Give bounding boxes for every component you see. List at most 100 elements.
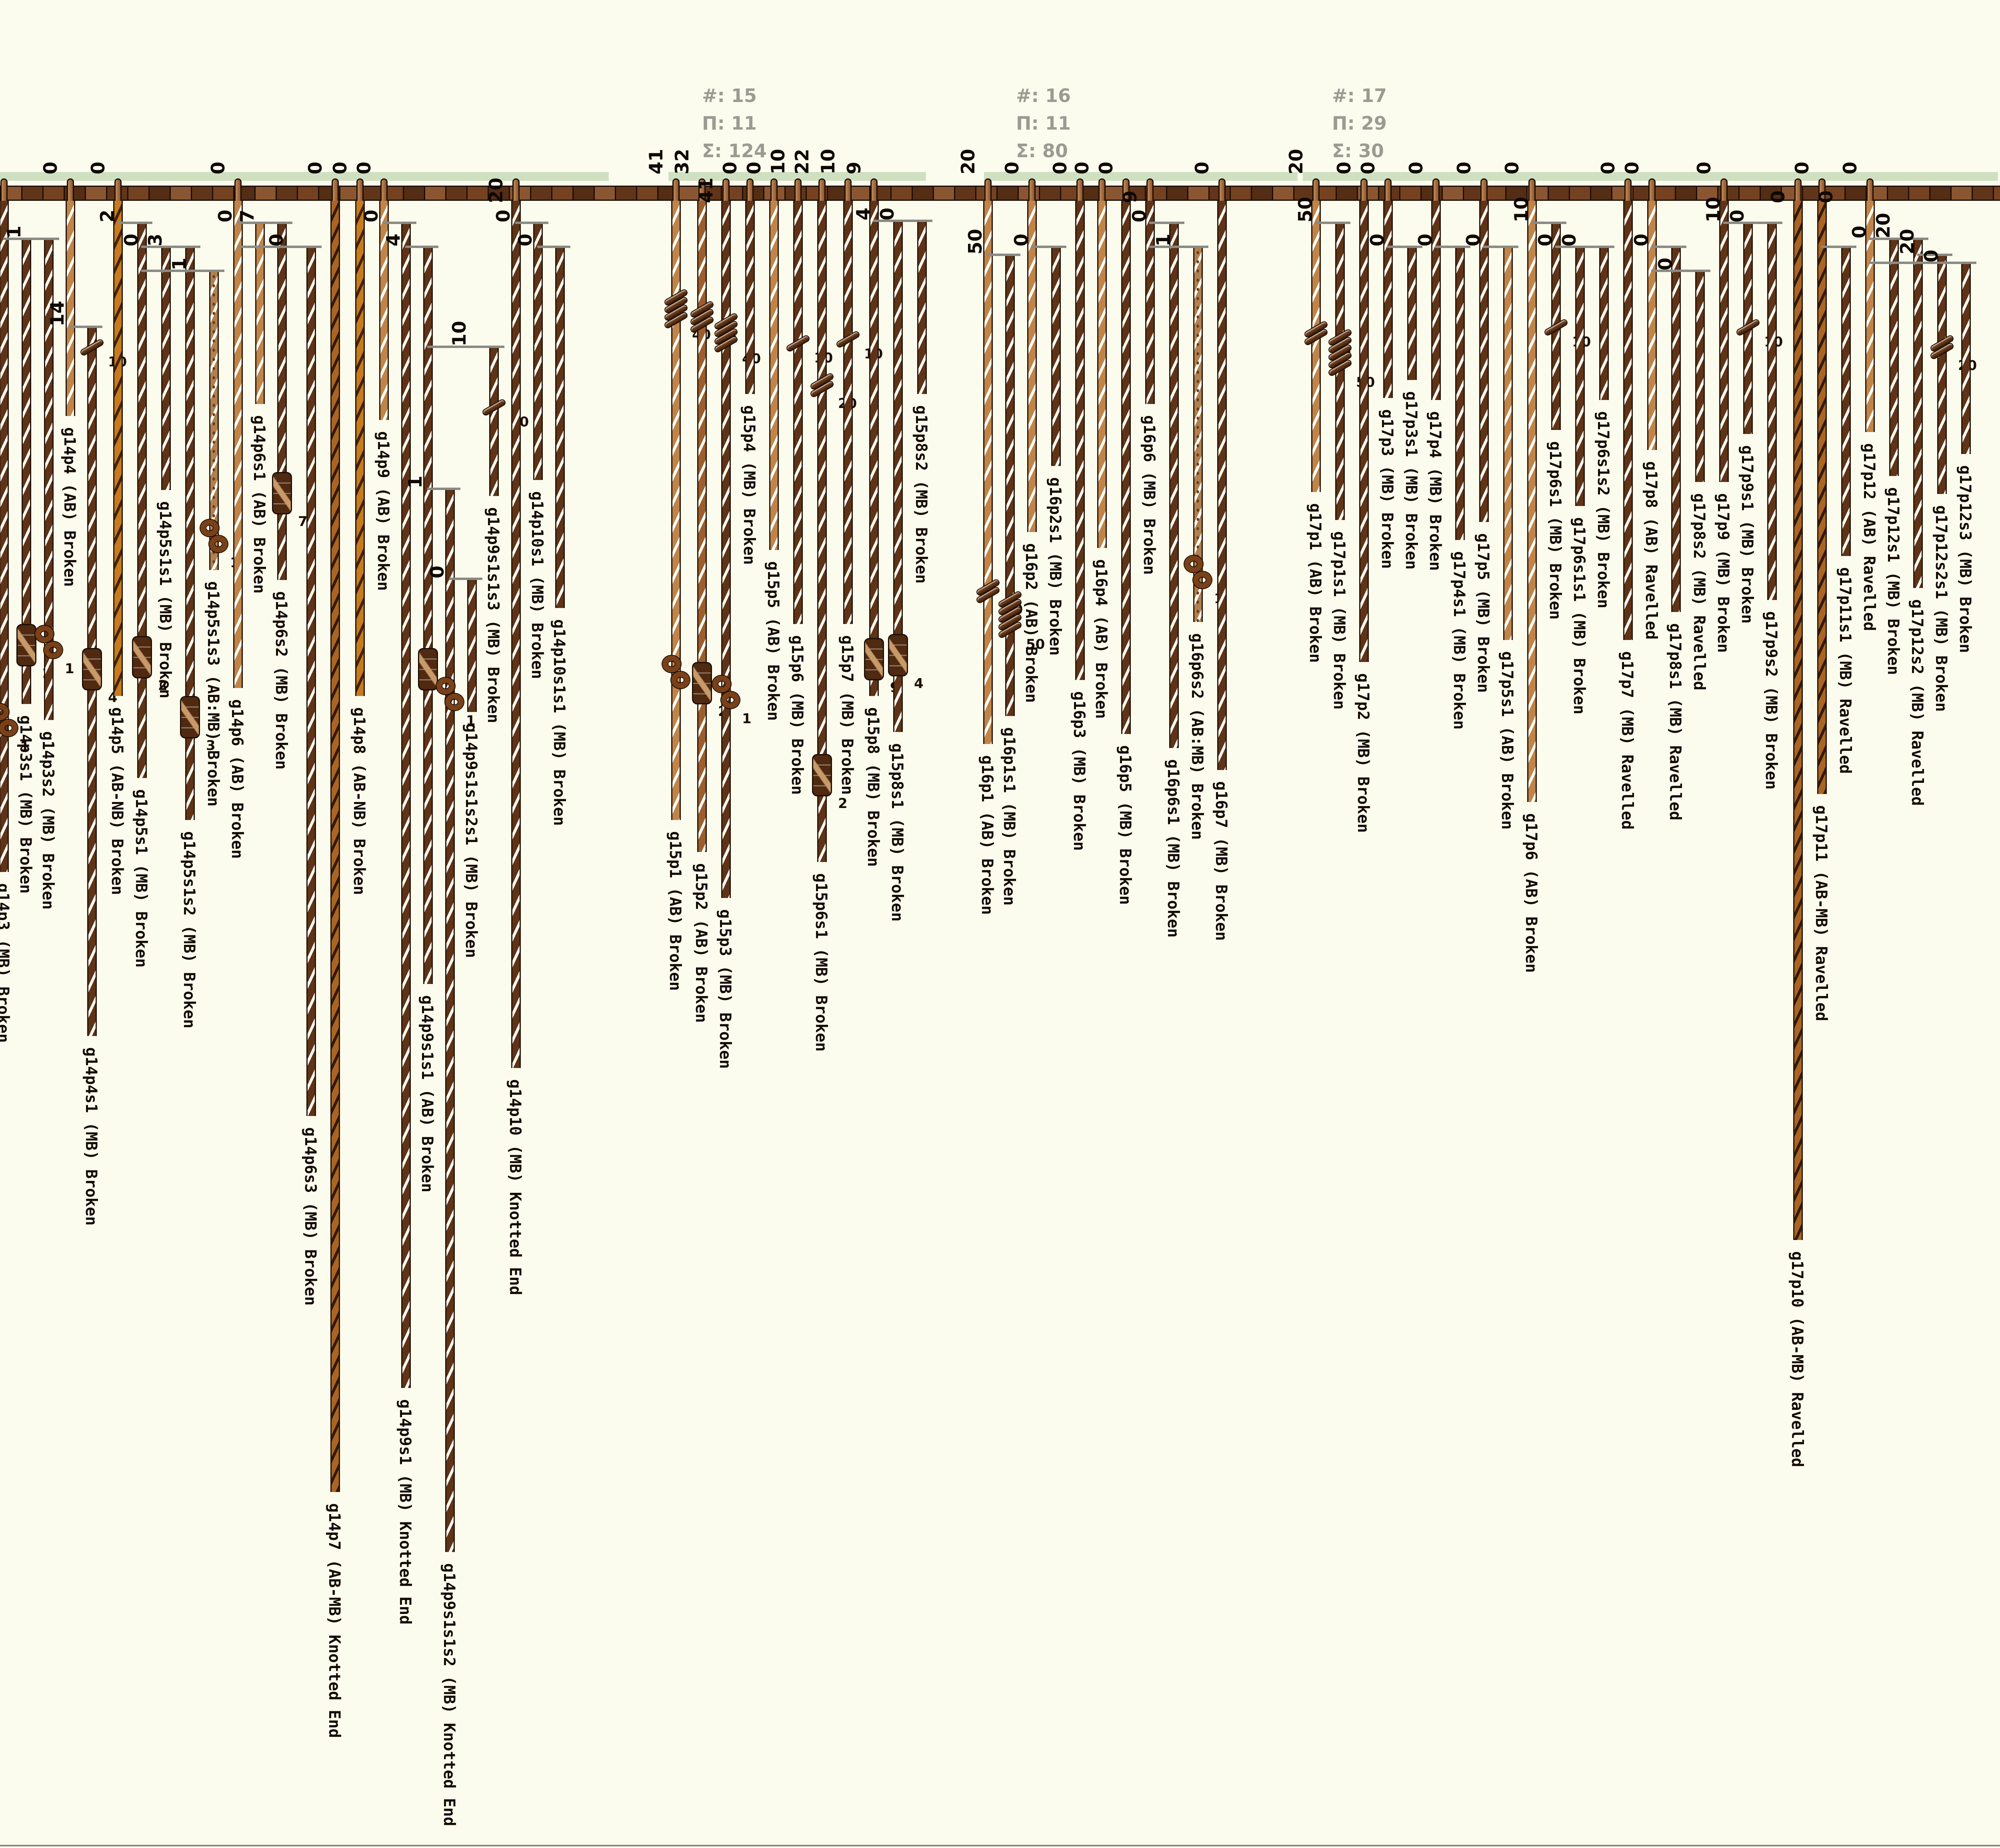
- cord-name-label: g17p8 (AB) Ravelled: [1642, 461, 1660, 640]
- cord-name-label: g14p9s1s1s3 (MB) Broken: [484, 507, 502, 724]
- group-annotation-pendants: Π: 29: [1332, 112, 1387, 134]
- subsidiary-attach-line: [1531, 222, 1566, 224]
- knot-value-label: 1: [20, 739, 30, 755]
- pendant-cord: [233, 201, 243, 688]
- cord-name-label: g14p10 (MB) Knotted End: [506, 1079, 524, 1296]
- pendant-cord: [445, 490, 455, 1552]
- cord-name-label: g14p9 (AB) Broken: [374, 431, 392, 591]
- figure-eight-knot: [1184, 554, 1212, 592]
- pendant-value-label: 0: [426, 565, 448, 578]
- cord-name-label: g17p2 (MB) Broken: [1354, 673, 1372, 833]
- canvas-bottom-border: [0, 1845, 2000, 1846]
- pendant-cord: [1961, 264, 1971, 454]
- pendant-cord: [355, 201, 365, 696]
- subsidiary-attach-line: [117, 222, 152, 224]
- pendant-cord: [1479, 201, 1489, 522]
- cord-name-label: g15p8 (MB) Broken: [864, 707, 882, 867]
- pendant-value-label: 0: [360, 209, 382, 222]
- cord-name-label: g14p10s1s1 (MB) Broken: [550, 619, 568, 826]
- pendant-value-label: 0: [1405, 161, 1427, 174]
- pendant-value-label: 32: [671, 148, 693, 174]
- pendant-value-label: 0: [214, 209, 236, 222]
- pendant-value-label: 2: [96, 209, 118, 222]
- pendant-cord: [1407, 248, 1417, 380]
- pendant-cord: [1841, 248, 1851, 556]
- cord-name-label: g14p5s1 (MB) Broken: [132, 789, 150, 968]
- pendant-cord: [697, 201, 707, 852]
- subsidiary-attach-line: [1917, 254, 1952, 256]
- subsidiary-attach-line: [1651, 270, 1710, 272]
- group-annotation: #: 15 Π: 11 Σ: 124: [702, 82, 767, 165]
- pendant-cord: [983, 201, 993, 744]
- subsidiary-attach-line: [1031, 246, 1066, 248]
- pendant-value-label: 0: [329, 161, 351, 174]
- pendant-cord: [1695, 272, 1705, 482]
- pendant-value-label: 0: [1453, 161, 1475, 174]
- cord-name-label: g15p3 (MB) Broken: [716, 909, 734, 1069]
- group-annotation-sum: Σ: 80: [1016, 140, 1068, 162]
- pendant-value-label: 10: [1510, 196, 1532, 222]
- cord-name-label: g14p7 (AB-MB) Knotted End: [325, 1503, 343, 1738]
- pendant-cord: [1311, 201, 1321, 492]
- pendant-value-label: 20: [1896, 228, 1918, 254]
- subsidiary-attach-line: [987, 254, 1020, 256]
- pendant-value-label: 0: [1767, 190, 1789, 203]
- cord-name-label: g15p8s1 (MB) Broken: [888, 743, 906, 922]
- pendant-cord: [1051, 248, 1061, 466]
- subsidiary-attach-line: [537, 246, 570, 248]
- pendant-value-label: 0: [1534, 233, 1556, 246]
- subsidiary-attach-line: [427, 488, 460, 490]
- pendant-value-label: 0: [1693, 161, 1715, 174]
- pendant-cord: [1027, 201, 1037, 532]
- pendant-cord: [467, 580, 477, 712]
- subsidiary-attach-line: [1149, 222, 1184, 224]
- subsidiary-attach-line: [141, 270, 224, 272]
- subsidiary-attach-line: [1149, 246, 1208, 248]
- figure-eight-knot: [200, 518, 228, 556]
- pendant-value-label: 7: [236, 209, 258, 222]
- cord-name-label: g14p5s1s1 (MB) Broken: [156, 501, 174, 699]
- pendant-cord: [555, 248, 565, 608]
- knot-value-label: 2: [158, 678, 168, 694]
- pendant-cord: [330, 201, 340, 1492]
- subsidiary-attach-line: [1435, 246, 1470, 248]
- subsidiary-attach-line: [1869, 238, 1928, 240]
- pendant-cord: [1793, 201, 1803, 1240]
- subsidiary-attach-line: [1723, 222, 1782, 224]
- group-band: [668, 172, 926, 181]
- pendant-value-label: 50: [964, 228, 986, 254]
- pendant-cord: [137, 224, 147, 778]
- knot-value-label: 1: [466, 713, 476, 729]
- pendant-value-label: 0: [492, 209, 514, 222]
- pendant-value-label: 10: [448, 320, 470, 346]
- pendant-value-label: 0: [1791, 161, 1813, 174]
- subsidiary-attach-line: [427, 346, 504, 348]
- pendant-value-label: 1: [3, 225, 25, 238]
- pendant-value-label: 20: [1872, 212, 1894, 238]
- long-knot: [888, 634, 908, 676]
- cord-name-label: g17p12s2s1 (MB) Broken: [1932, 505, 1950, 712]
- pendant-value-label: 0: [1848, 225, 1870, 238]
- cord-name-label: g14p9s1s1 (AB) Broken: [418, 995, 436, 1193]
- pendant-value-label: 0: [87, 161, 109, 174]
- cord-name-label: g17p5 (MB) Broken: [1474, 533, 1492, 693]
- pendant-value-label: 0: [1414, 233, 1436, 246]
- pendant-cord: [843, 201, 853, 624]
- cord-name-label: g14p9s1s1s2s1 (MB) Broken: [462, 723, 480, 958]
- long-knot: [272, 472, 292, 514]
- knot-value-label: 1: [65, 661, 74, 677]
- pendant-value-label: 1: [404, 475, 426, 488]
- group-annotation-count: #: 16: [1016, 85, 1071, 106]
- figure-eight-knot-loop: [200, 519, 220, 537]
- pendant-cord: [1359, 201, 1369, 662]
- knot-value-label: 7: [298, 514, 308, 530]
- cord-name-label: g16p5 (MB) Broken: [1116, 745, 1134, 905]
- group-band: [1303, 172, 1998, 181]
- pendant-cord: [255, 224, 265, 404]
- group-annotation: #: 16 Π: 11 Σ: 80: [1016, 82, 1071, 165]
- cord-name-label: g14p8 (AB-NB) Broken: [350, 707, 368, 895]
- cord-name-label: g14p6s3 (MB) Broken: [301, 1127, 319, 1306]
- pendant-cord: [0, 201, 9, 872]
- cord-name-label: g15p7 (MB) Broken: [838, 635, 856, 795]
- pendant-value-label: 0: [1001, 161, 1023, 174]
